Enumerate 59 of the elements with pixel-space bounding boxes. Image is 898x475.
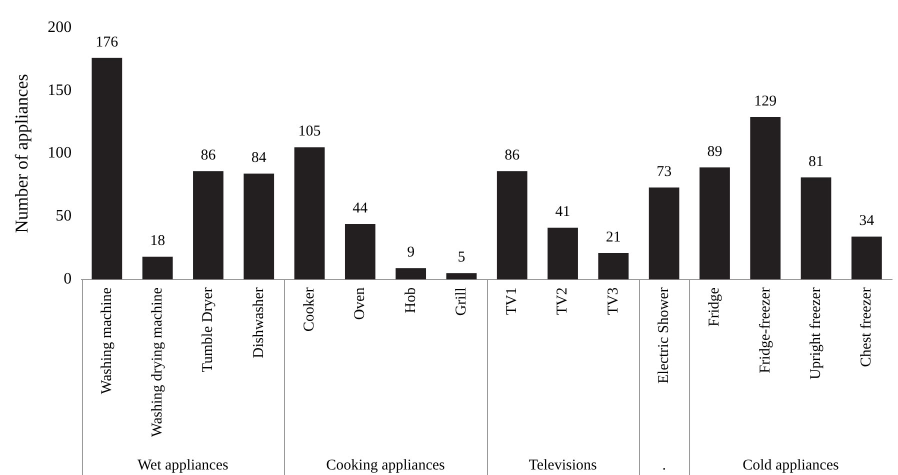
x-tick-label: Electric Shower xyxy=(656,287,672,384)
y-tick-label: 100 xyxy=(48,144,72,162)
x-tick-label: Hob xyxy=(402,287,419,314)
text: Cold appliances xyxy=(742,457,839,474)
text: . xyxy=(662,457,666,474)
bar xyxy=(548,228,578,280)
bar xyxy=(244,174,274,280)
y-tick-label: 50 xyxy=(56,208,72,225)
x-tick-label: TV3 xyxy=(605,287,622,315)
text: Wet appliances xyxy=(137,457,228,474)
data-label: 5 xyxy=(458,250,466,266)
data-label: 105 xyxy=(298,124,321,140)
data-label: 86 xyxy=(200,148,216,164)
x-tick-label: TV1 xyxy=(504,287,520,315)
data-label: 73 xyxy=(656,164,672,180)
x-tick-label: Washing drying machine xyxy=(150,287,166,438)
data-label: 89 xyxy=(707,144,722,160)
bar xyxy=(344,224,376,280)
y-tick-label: 150 xyxy=(48,82,72,99)
x-tick-label: TV2 xyxy=(554,287,571,315)
data-label: 86 xyxy=(504,148,520,164)
x-tick-label: Chest freezer xyxy=(858,287,875,367)
data-label: 21 xyxy=(606,229,621,246)
data-label: 176 xyxy=(96,34,119,50)
bar xyxy=(598,252,629,280)
data-label: 18 xyxy=(150,233,166,250)
bar xyxy=(396,268,426,280)
x-tick-label: Upright freezer xyxy=(808,287,824,380)
bar xyxy=(851,236,882,280)
x-tick-label: Tumble Dryer xyxy=(200,287,216,372)
bar xyxy=(294,147,325,280)
data-label: 84 xyxy=(251,150,267,166)
x-tick-label: Grill xyxy=(453,287,470,316)
x-tick-label: Cooker xyxy=(301,287,318,332)
x-tick-label: Fridge xyxy=(706,287,723,327)
x-tick-label: Washing machine xyxy=(98,287,115,394)
data-label: 129 xyxy=(754,93,777,110)
bar xyxy=(446,273,477,280)
data-label: 9 xyxy=(407,244,415,261)
bar xyxy=(92,58,122,280)
bar xyxy=(648,188,680,280)
data-label: 44 xyxy=(352,200,368,216)
bar xyxy=(750,116,781,280)
y-axis-title: Number of appliances xyxy=(12,74,32,233)
bar xyxy=(700,167,730,280)
data-label: 81 xyxy=(808,154,824,170)
data-label: 41 xyxy=(555,204,570,220)
x-tick-label: Oven xyxy=(352,286,368,320)
y-tick-label: 200 xyxy=(48,18,72,36)
x-tick-label: Dishwasher xyxy=(250,287,267,358)
data-label: 34 xyxy=(859,213,875,230)
x-tick-label: Fridge-freezer xyxy=(757,287,774,374)
text: Cooking appliances xyxy=(326,457,446,474)
bar xyxy=(800,177,832,280)
bar xyxy=(496,171,528,280)
text: Televisions xyxy=(528,457,597,474)
y-tick-label: 0 xyxy=(64,270,72,288)
bar xyxy=(193,171,224,280)
bar xyxy=(142,256,173,280)
